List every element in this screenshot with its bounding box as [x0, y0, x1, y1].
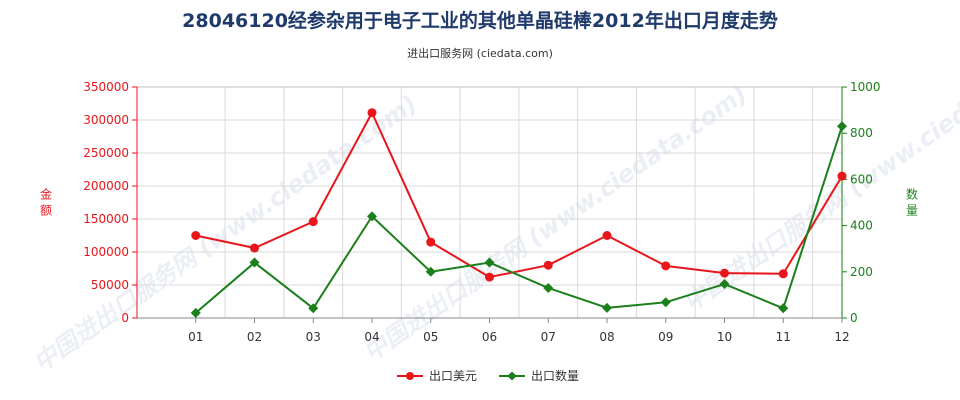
- series-1-point: [837, 171, 847, 181]
- series-1-point: [426, 237, 436, 247]
- right-axis-tick-label: 800: [850, 126, 873, 140]
- legend-item-1-label: 出口美元: [429, 369, 477, 383]
- series-2-point: [308, 303, 319, 314]
- series-1-point: [602, 231, 612, 240]
- series-2-point: [190, 307, 201, 318]
- series-2-point: [367, 211, 377, 222]
- left-axis-tick-label: 300000: [83, 113, 129, 127]
- watermark-text: 中国进出口服务网 (www.ciedata.com): [359, 80, 753, 367]
- series-2-point: [778, 303, 789, 314]
- series-1-point: [308, 217, 318, 227]
- series-2-point: [602, 302, 612, 313]
- series-1-point: [543, 260, 553, 270]
- left-axis-tick-label: 0: [121, 311, 129, 325]
- series-1-point: [191, 231, 201, 240]
- x-axis-tick-label: 08: [599, 330, 614, 344]
- series-1-line: [195, 111, 843, 279]
- right-axis-tick-label: 0: [850, 311, 858, 325]
- series-2-point: [543, 282, 554, 293]
- series-1-point: [720, 268, 729, 278]
- legend-item-1-marker: [406, 372, 414, 380]
- series-2-point: [719, 279, 730, 290]
- chart-subtitle: 进出口服务网 (ciedata.com): [407, 47, 553, 60]
- series-1-point: [250, 243, 259, 253]
- x-axis-tick-label: 06: [482, 330, 497, 344]
- series-2-point: [249, 257, 260, 268]
- left-axis-tick-label: 350000: [83, 80, 129, 94]
- series-1-point: [661, 261, 671, 271]
- series-2-line: [195, 125, 843, 314]
- x-axis-tick-label: 01: [188, 330, 203, 344]
- right-axis-tick-label: 400: [850, 219, 873, 233]
- watermark: 中国进出口服务网 (www.ciedata.com)中国进出口服务网 (www.…: [29, 30, 960, 377]
- series-1-point: [485, 272, 494, 282]
- x-axis-tick-label: 11: [776, 330, 791, 344]
- left-axis-tick-label: 150000: [83, 212, 129, 226]
- series-2-point: [484, 257, 495, 268]
- series-2-point: [425, 266, 436, 277]
- left-axis-tick-label: 200000: [83, 179, 129, 193]
- left-axis-tick-label: 50000: [91, 278, 129, 292]
- series-2-point: [837, 121, 847, 132]
- x-axis-tick-label: 05: [423, 330, 438, 344]
- x-axis-tick-label: 02: [247, 330, 262, 344]
- right-axis-label: 数量: [906, 187, 918, 218]
- series-1-point: [778, 269, 788, 279]
- x-axis-tick-label: 07: [541, 330, 556, 344]
- axes: 0 50000 100000 150000 200000 250000 300000 3500…: [40, 80, 918, 344]
- right-axis-tick-label: 1000: [850, 80, 881, 94]
- legend-item-2-marker: [507, 371, 517, 381]
- x-axis-tick-label: 03: [306, 330, 321, 344]
- x-axis-tick-label: 10: [717, 330, 732, 344]
- series: [190, 108, 847, 318]
- legend-item-2-label: 出口数量: [531, 368, 579, 383]
- chart-title: 28046120经参杂用于电子工业的其他单晶硅棒2012年出口月度走势: [182, 10, 778, 32]
- left-axis-tick-label: 250000: [83, 146, 129, 160]
- left-axis-label: 金额: [40, 187, 52, 218]
- right-axis-tick-label: 600: [850, 172, 873, 186]
- x-axis-tick-label: 12: [834, 330, 849, 344]
- x-axis-tick-label: 04: [364, 330, 379, 344]
- legend: 出口美元 出口数量: [397, 368, 579, 383]
- x-axis-tick-label: 09: [658, 330, 673, 344]
- series-2-point: [660, 297, 671, 308]
- series-1-point: [367, 108, 377, 118]
- left-axis-tick-label: 100000: [83, 245, 129, 259]
- right-axis-tick-label: 200: [850, 265, 873, 279]
